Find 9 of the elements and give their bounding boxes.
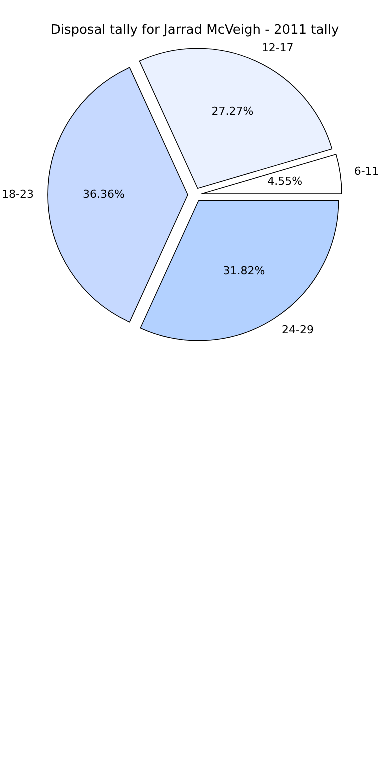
data-label: 36.36% (83, 188, 125, 202)
chart-title: Disposal tally for Jarrad McVeigh - 2011 tally (50, 23, 340, 38)
slice-label: 24-29 (282, 323, 314, 336)
data-label: 4.55% (268, 175, 303, 188)
slice-label: 6-11 (354, 165, 380, 178)
data-label: 27.27% (212, 105, 254, 118)
slice-label: 18-23 (2, 188, 34, 202)
data-label: 31.82% (223, 264, 266, 278)
slice-label: 12-17 (262, 42, 294, 55)
